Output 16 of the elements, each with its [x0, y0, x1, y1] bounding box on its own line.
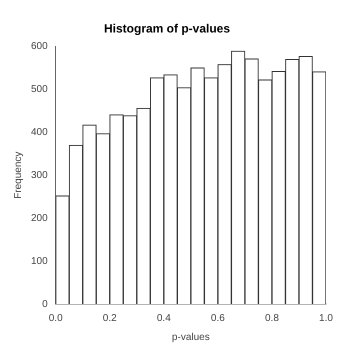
y-tick-label: 500 — [30, 84, 48, 96]
y-tick-label: 300 — [30, 170, 48, 181]
chart-title: Histogram of p-values — [104, 22, 230, 36]
x-tick-label: 0.0 — [48, 312, 64, 324]
x-tick-label: 0.4 — [156, 312, 172, 324]
x-tick-label: 0.2 — [102, 312, 118, 324]
y-tick-label: 200 — [30, 212, 48, 224]
y-tick-label: 0 — [42, 298, 48, 310]
y-tick-label: 600 — [30, 41, 48, 52]
x-tick-label: 0.8 — [264, 312, 280, 324]
x-axis-title: p-values — [172, 332, 210, 343]
y-tick-label: 100 — [30, 256, 48, 267]
y-tick-label: 400 — [30, 127, 48, 138]
x-tick-label: 0.6 — [210, 312, 226, 324]
y-axis-title: Frequency — [12, 152, 24, 199]
x-tick-label: 1.0 — [319, 312, 334, 324]
